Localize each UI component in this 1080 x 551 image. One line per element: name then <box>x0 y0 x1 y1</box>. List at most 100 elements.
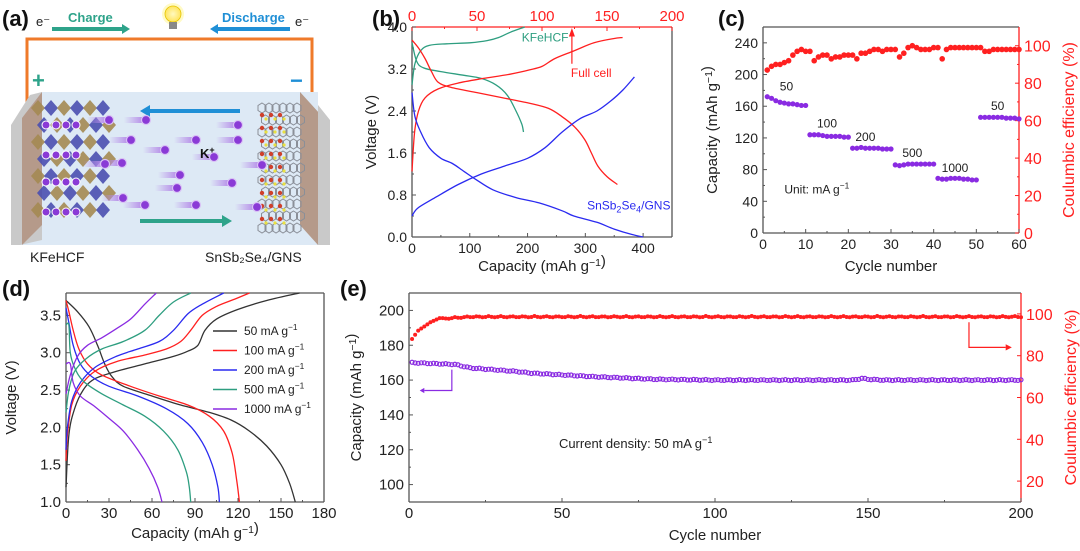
efficiency-point <box>875 314 880 319</box>
graphene-hex <box>257 198 267 210</box>
y-tick-label: 200 <box>735 67 759 83</box>
ion-trail <box>240 162 258 168</box>
capacity-point <box>758 377 764 383</box>
graphene-hex <box>296 210 305 222</box>
se-atom <box>264 117 268 121</box>
efficiency-point <box>492 315 497 320</box>
efficiency-point <box>828 56 835 62</box>
efficiency-point <box>936 315 941 320</box>
efficiency-point <box>820 314 825 319</box>
graphene-hex <box>282 186 291 198</box>
efficiency-point <box>452 315 457 320</box>
efficiency-point <box>660 314 665 319</box>
x-tick-label: 150 <box>268 505 293 522</box>
snsb2se4-atom <box>277 216 283 222</box>
graphene-hex <box>292 126 302 138</box>
octahedron <box>31 100 45 116</box>
k-ion <box>116 157 128 169</box>
capacity-point <box>485 366 492 372</box>
efficiency-point <box>749 314 754 319</box>
capacity-point <box>788 377 795 384</box>
se-atom <box>273 182 277 186</box>
capacity-point <box>845 134 851 140</box>
efficiency-point <box>1012 314 1017 319</box>
efficiency-point <box>841 314 846 319</box>
efficiency-point <box>630 315 635 320</box>
efficiency-point <box>918 314 923 319</box>
efficiency-point <box>725 314 730 319</box>
charge-arrow <box>52 24 130 34</box>
efficiency-point <box>517 315 522 320</box>
efficiency-point <box>807 48 813 55</box>
graphene-hex <box>289 186 298 198</box>
efficiency-point <box>529 314 534 319</box>
capacity-point <box>801 377 807 383</box>
ion-flow-arrow-left <box>140 105 240 117</box>
se-atom <box>282 208 286 212</box>
electron-right-label: e⁻ <box>295 14 309 29</box>
legend-label: 500 mA g−1 <box>244 381 305 397</box>
capacity-point <box>687 377 694 383</box>
snsb2se4-atom <box>277 125 283 131</box>
x-tick-label: 10 <box>798 236 814 252</box>
capacity-point <box>859 375 865 381</box>
efficiency-point <box>948 315 953 320</box>
k-ion <box>103 114 115 126</box>
x-tick-label: 100 <box>458 240 482 256</box>
octahedron <box>37 185 51 201</box>
efficiency-point <box>954 314 959 319</box>
graphene-hex <box>289 210 298 222</box>
efficiency-point <box>1019 315 1023 320</box>
efficiency-point <box>495 314 500 319</box>
capacity-point <box>781 100 787 106</box>
efficiency-point <box>901 50 907 57</box>
capacity-point <box>755 377 761 384</box>
capacity-point <box>614 374 620 380</box>
efficiency-point <box>884 314 889 319</box>
capacity-point <box>501 367 507 373</box>
capacity-point <box>871 376 877 382</box>
efficiency-point <box>951 315 956 320</box>
efficiency-point <box>890 315 895 320</box>
series-line-full-cell-charge <box>411 36 623 172</box>
capacity-point <box>418 360 424 366</box>
se-atom <box>273 130 277 134</box>
snsb2se4-atom <box>268 151 274 157</box>
capacity-point <box>507 368 513 374</box>
se-atom <box>282 182 286 186</box>
graphene-hex <box>268 210 277 222</box>
capacity-point <box>479 366 486 372</box>
anode-label: SnSb₂Se₄/GNS <box>205 249 302 265</box>
efficiency-point <box>790 52 796 58</box>
efficiency-point <box>829 314 834 319</box>
series-line-charge <box>65 292 250 461</box>
efficiency-point <box>716 314 721 319</box>
y2-tick-label: 0 <box>1024 226 1033 243</box>
snsb2se4-atom <box>277 164 283 170</box>
efficiency-point <box>991 314 996 319</box>
efficiency-point <box>872 314 877 319</box>
efficiency-point <box>465 314 470 319</box>
capacity-point <box>892 162 898 168</box>
capacity-point <box>638 376 645 382</box>
efficiency-point <box>413 332 418 337</box>
snsb2se4-atom <box>268 138 274 144</box>
graphene-hex <box>285 174 295 186</box>
efficiency-point <box>608 315 613 320</box>
x-tick-label: 200 <box>1008 505 1033 522</box>
capacity-point <box>433 360 440 367</box>
capacity-point <box>803 102 809 109</box>
efficiency-point <box>504 315 509 320</box>
graphene-hex <box>264 126 274 138</box>
y-tick-label: 2.5 <box>40 382 61 399</box>
y-axis-title: Voltage (V) <box>363 95 380 169</box>
graphene-hex <box>264 174 274 186</box>
capacity-point <box>519 369 525 375</box>
efficiency-point <box>731 315 736 320</box>
capacity-point <box>458 363 464 369</box>
k-ion <box>226 177 238 189</box>
potassium-ions <box>83 114 268 213</box>
graphene-hex <box>257 174 267 186</box>
capacity-point <box>790 101 796 107</box>
y-tick-label: 140 <box>379 407 404 424</box>
